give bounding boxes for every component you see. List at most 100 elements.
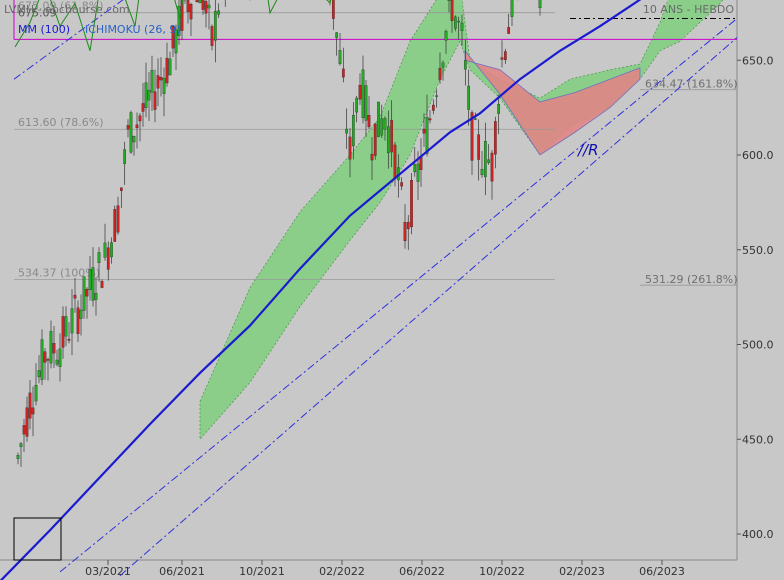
candle-body <box>82 276 86 311</box>
label-slash-R: //R <box>576 141 599 159</box>
candle-body <box>28 392 32 419</box>
candle-body <box>438 67 442 80</box>
candle-body <box>168 58 172 76</box>
candle-body <box>55 359 59 365</box>
candle-body <box>441 62 445 68</box>
candle-body <box>447 0 451 1</box>
x-tick-label: 02/2023 <box>559 565 605 578</box>
candle-body <box>70 308 74 334</box>
candle-body <box>132 136 136 143</box>
x-tick-label: 03/2021 <box>85 565 131 578</box>
candle-body <box>335 32 339 38</box>
fib-left-label: 613.60 (78.6%) <box>18 116 104 129</box>
candle-body <box>88 269 92 290</box>
candle-body <box>138 115 142 122</box>
candle-body <box>351 115 355 147</box>
fib-right-label: 531.29 (261.8%) <box>645 273 738 286</box>
candle-body <box>377 101 380 137</box>
candle-body <box>364 85 368 121</box>
trend-channel <box>13 0 738 577</box>
candle-body <box>64 316 68 337</box>
candle-body <box>355 97 359 113</box>
candle-body <box>370 153 374 161</box>
candle-body <box>431 104 435 111</box>
ma100-line <box>0 0 642 580</box>
candle-body <box>510 0 514 17</box>
candle-body <box>403 222 407 242</box>
x-tick-label: 10/2022 <box>479 565 525 578</box>
candle-body <box>25 407 29 437</box>
annotations: 904.60739.05801.42675.09R//R <box>13 7 599 561</box>
candle-body <box>497 104 501 114</box>
y-tick-label: 500.0 <box>742 339 774 352</box>
x-tick-label: 10/2021 <box>239 565 285 578</box>
candle-body <box>453 16 457 29</box>
candle-body <box>341 68 345 78</box>
candle-body <box>162 77 166 94</box>
candle-body <box>159 77 163 81</box>
candle-body <box>338 50 342 64</box>
candle-body <box>331 0 335 19</box>
candle-body <box>473 118 477 120</box>
candle-body <box>390 120 394 153</box>
candlesticks <box>16 0 542 467</box>
fibonacci-levels: 904.60 (0.0%)817.23 (23.6%)763.17 (38.2%… <box>13 0 738 286</box>
candle-body <box>49 331 53 364</box>
candle-body <box>177 5 181 36</box>
candle-body <box>150 70 154 93</box>
candle-body <box>503 51 507 60</box>
candle-body <box>538 0 542 9</box>
candle-body <box>435 95 439 97</box>
candle-body <box>171 26 175 49</box>
candle-body <box>174 29 178 54</box>
candle-body <box>477 134 481 160</box>
candle-body <box>19 443 23 447</box>
candle-body <box>406 221 410 230</box>
kumo-bull <box>199 0 724 441</box>
fib-right-label: 634.47 (161.8%) <box>645 78 738 91</box>
candle-body <box>123 149 127 164</box>
candle-body <box>156 75 160 89</box>
ichimoku-cloud <box>199 0 724 441</box>
candle-body <box>425 117 429 154</box>
candle-body <box>198 0 202 3</box>
candle-body <box>450 0 454 21</box>
candle-body <box>61 316 65 348</box>
candle-body <box>97 252 101 263</box>
candle-body <box>348 136 352 160</box>
candle-body <box>189 4 193 20</box>
candle-body <box>106 247 110 270</box>
candle-body <box>103 242 107 258</box>
candle-body <box>126 125 130 130</box>
channel-lower-line-2 <box>119 37 738 577</box>
candle-body <box>135 124 139 129</box>
candle-body <box>470 112 474 161</box>
candle-body <box>16 455 20 459</box>
candle-body <box>480 169 484 176</box>
y-tick-label: 600.0 <box>742 149 774 162</box>
candle-body <box>129 112 133 153</box>
candle-body <box>165 57 169 84</box>
x-tick-label: 02/2022 <box>319 565 365 578</box>
y-tick-label: 450.0 <box>742 433 774 446</box>
corner-box <box>13 517 62 561</box>
candle-body <box>490 152 494 182</box>
candle-body <box>52 343 56 354</box>
candle-body <box>483 141 487 178</box>
candle-body <box>204 1 208 14</box>
fib-left-label: 534.37 (100%) <box>18 266 100 279</box>
candle-body <box>367 115 371 128</box>
candle-body <box>487 159 491 163</box>
x-tick-label: 06/2022 <box>399 565 445 578</box>
candle-body <box>386 126 390 154</box>
legend-ichimoku: ICHIMOKU (26, 9) <box>85 23 181 36</box>
candle-body <box>22 425 26 435</box>
y-tick-label: 550.0 <box>742 244 774 257</box>
chart-title: LVMH - abcbourse.com <box>4 3 130 16</box>
candle-body <box>113 209 117 242</box>
candle-body <box>393 144 397 180</box>
candle-body <box>500 57 504 60</box>
candle-body <box>345 128 349 134</box>
candle-body <box>416 163 420 182</box>
